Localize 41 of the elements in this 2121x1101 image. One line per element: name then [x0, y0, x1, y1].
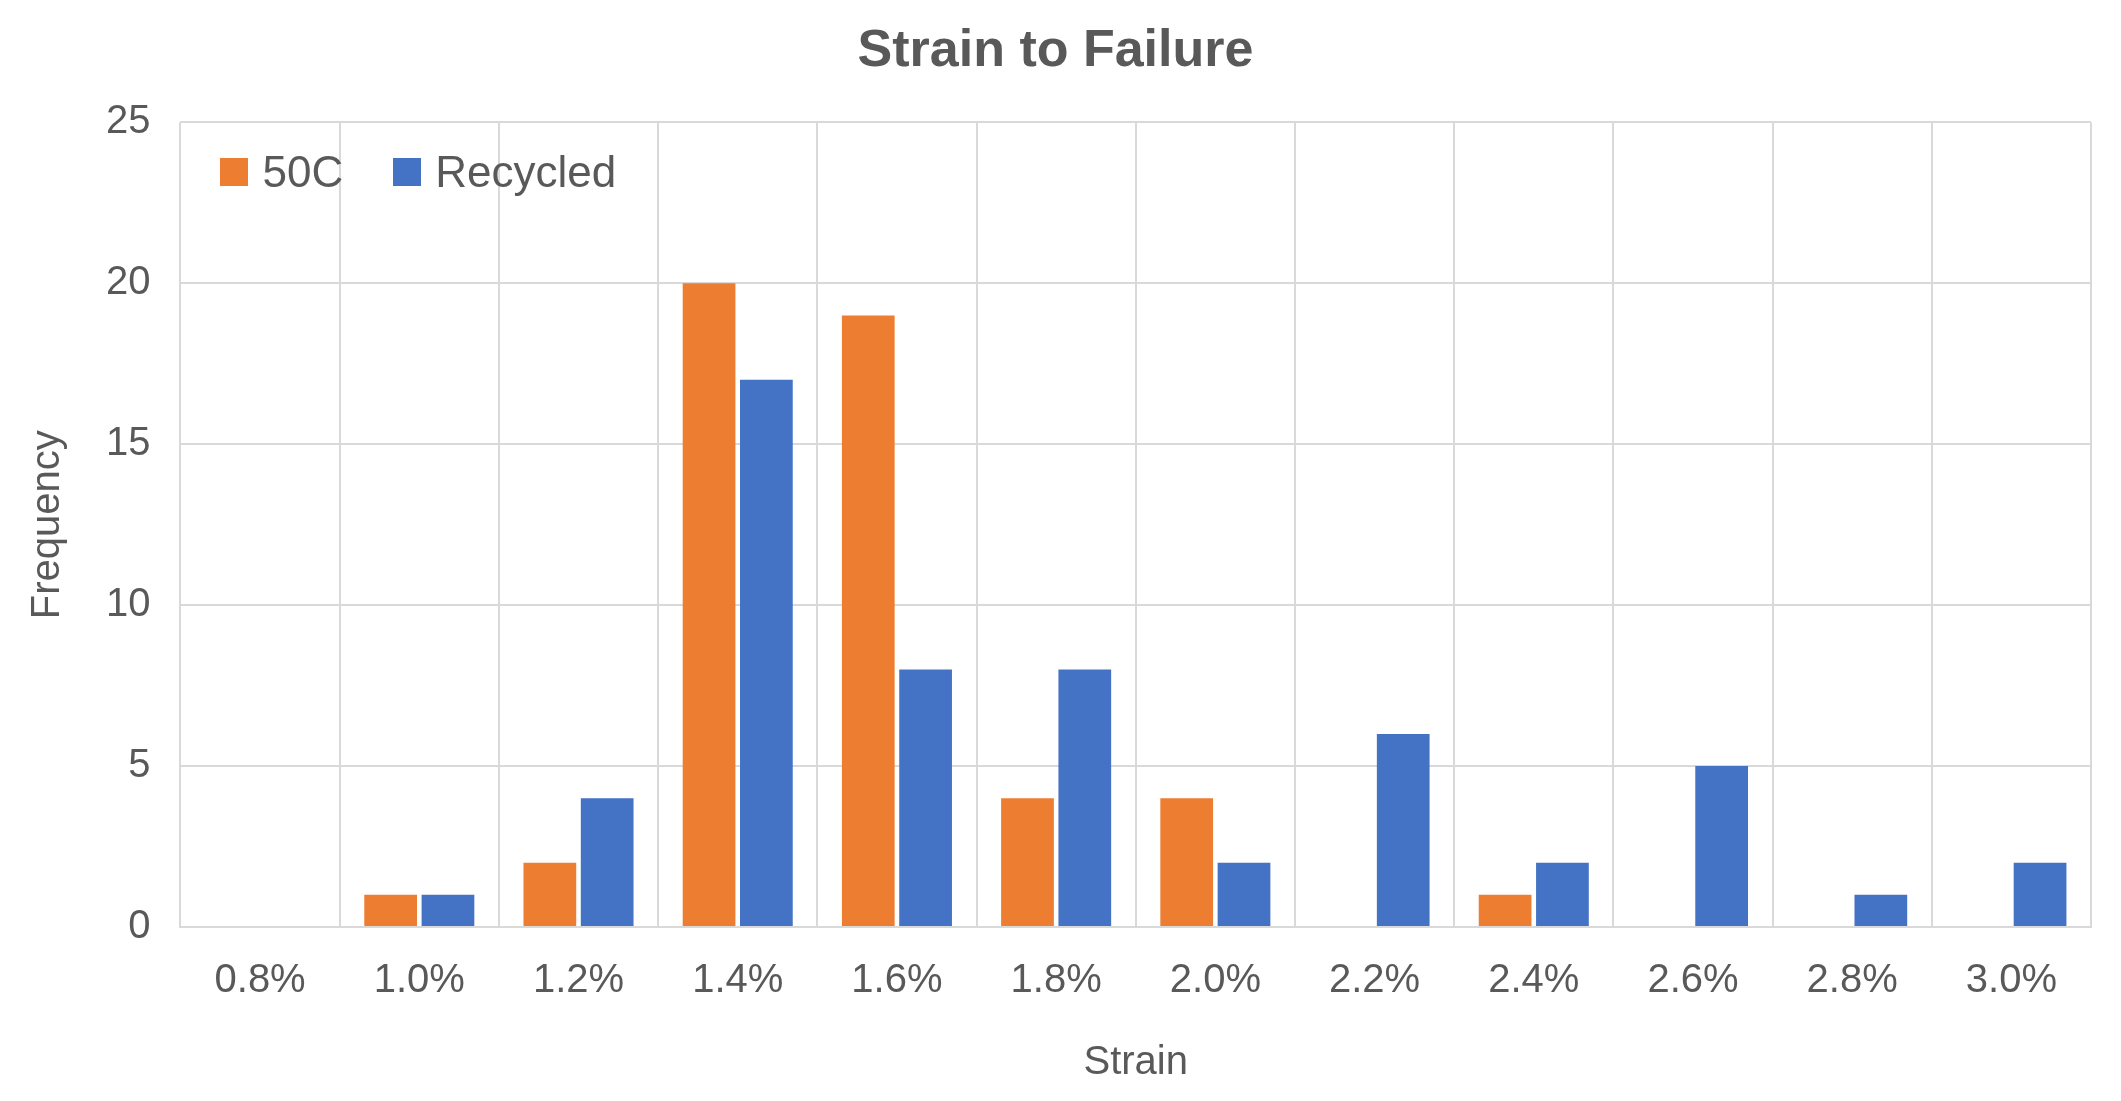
bar	[740, 379, 793, 926]
y-tick-label: 15	[105, 419, 151, 464]
bar	[421, 894, 475, 926]
x-tick-label: 1.8%	[1010, 956, 1102, 1001]
bar	[1001, 798, 1054, 926]
y-tick-label: 25	[105, 97, 151, 142]
x-tick-label: 0.8%	[214, 956, 306, 1001]
y-tick-label: 0	[128, 902, 151, 947]
bar	[1854, 894, 1908, 926]
y-tick-label: 10	[105, 580, 151, 625]
x-tick-label: 2.0%	[1169, 956, 1261, 1001]
y-tick-label: 20	[105, 258, 151, 303]
legend-label: Recycled	[435, 147, 617, 198]
bar	[682, 283, 736, 926]
bar	[1160, 798, 1214, 926]
bar	[1376, 733, 1430, 926]
x-tick-label: 2.4%	[1488, 956, 1580, 1001]
bar	[1478, 894, 1532, 926]
chart-title: Strain to Failure	[857, 18, 1254, 77]
y-tick-label: 5	[128, 741, 151, 786]
bar	[1536, 862, 1589, 926]
bar	[580, 798, 634, 926]
bar	[523, 862, 577, 926]
bar	[2013, 862, 2067, 926]
x-tick-label: 2.2%	[1328, 956, 1421, 1001]
x-tick-label: 1.4%	[692, 956, 784, 1001]
bar	[1058, 669, 1112, 926]
bar	[841, 315, 895, 926]
bar	[364, 894, 418, 926]
bar	[1217, 862, 1271, 926]
x-tick-label: 1.2%	[532, 956, 625, 1001]
x-axis-title: Strain	[1083, 1038, 1188, 1083]
bar	[1695, 766, 1748, 926]
y-axis-title: Frequency	[23, 430, 68, 620]
x-tick-label: 2.6%	[1647, 956, 1739, 1001]
bar	[899, 669, 952, 926]
x-tick-label: 2.8%	[1806, 956, 1898, 1001]
x-tick-label: 3.0%	[1965, 956, 2057, 1001]
x-tick-label: 1.0%	[373, 956, 465, 1001]
legend-label: 50C	[262, 147, 344, 198]
x-tick-label: 1.6%	[851, 956, 943, 1001]
